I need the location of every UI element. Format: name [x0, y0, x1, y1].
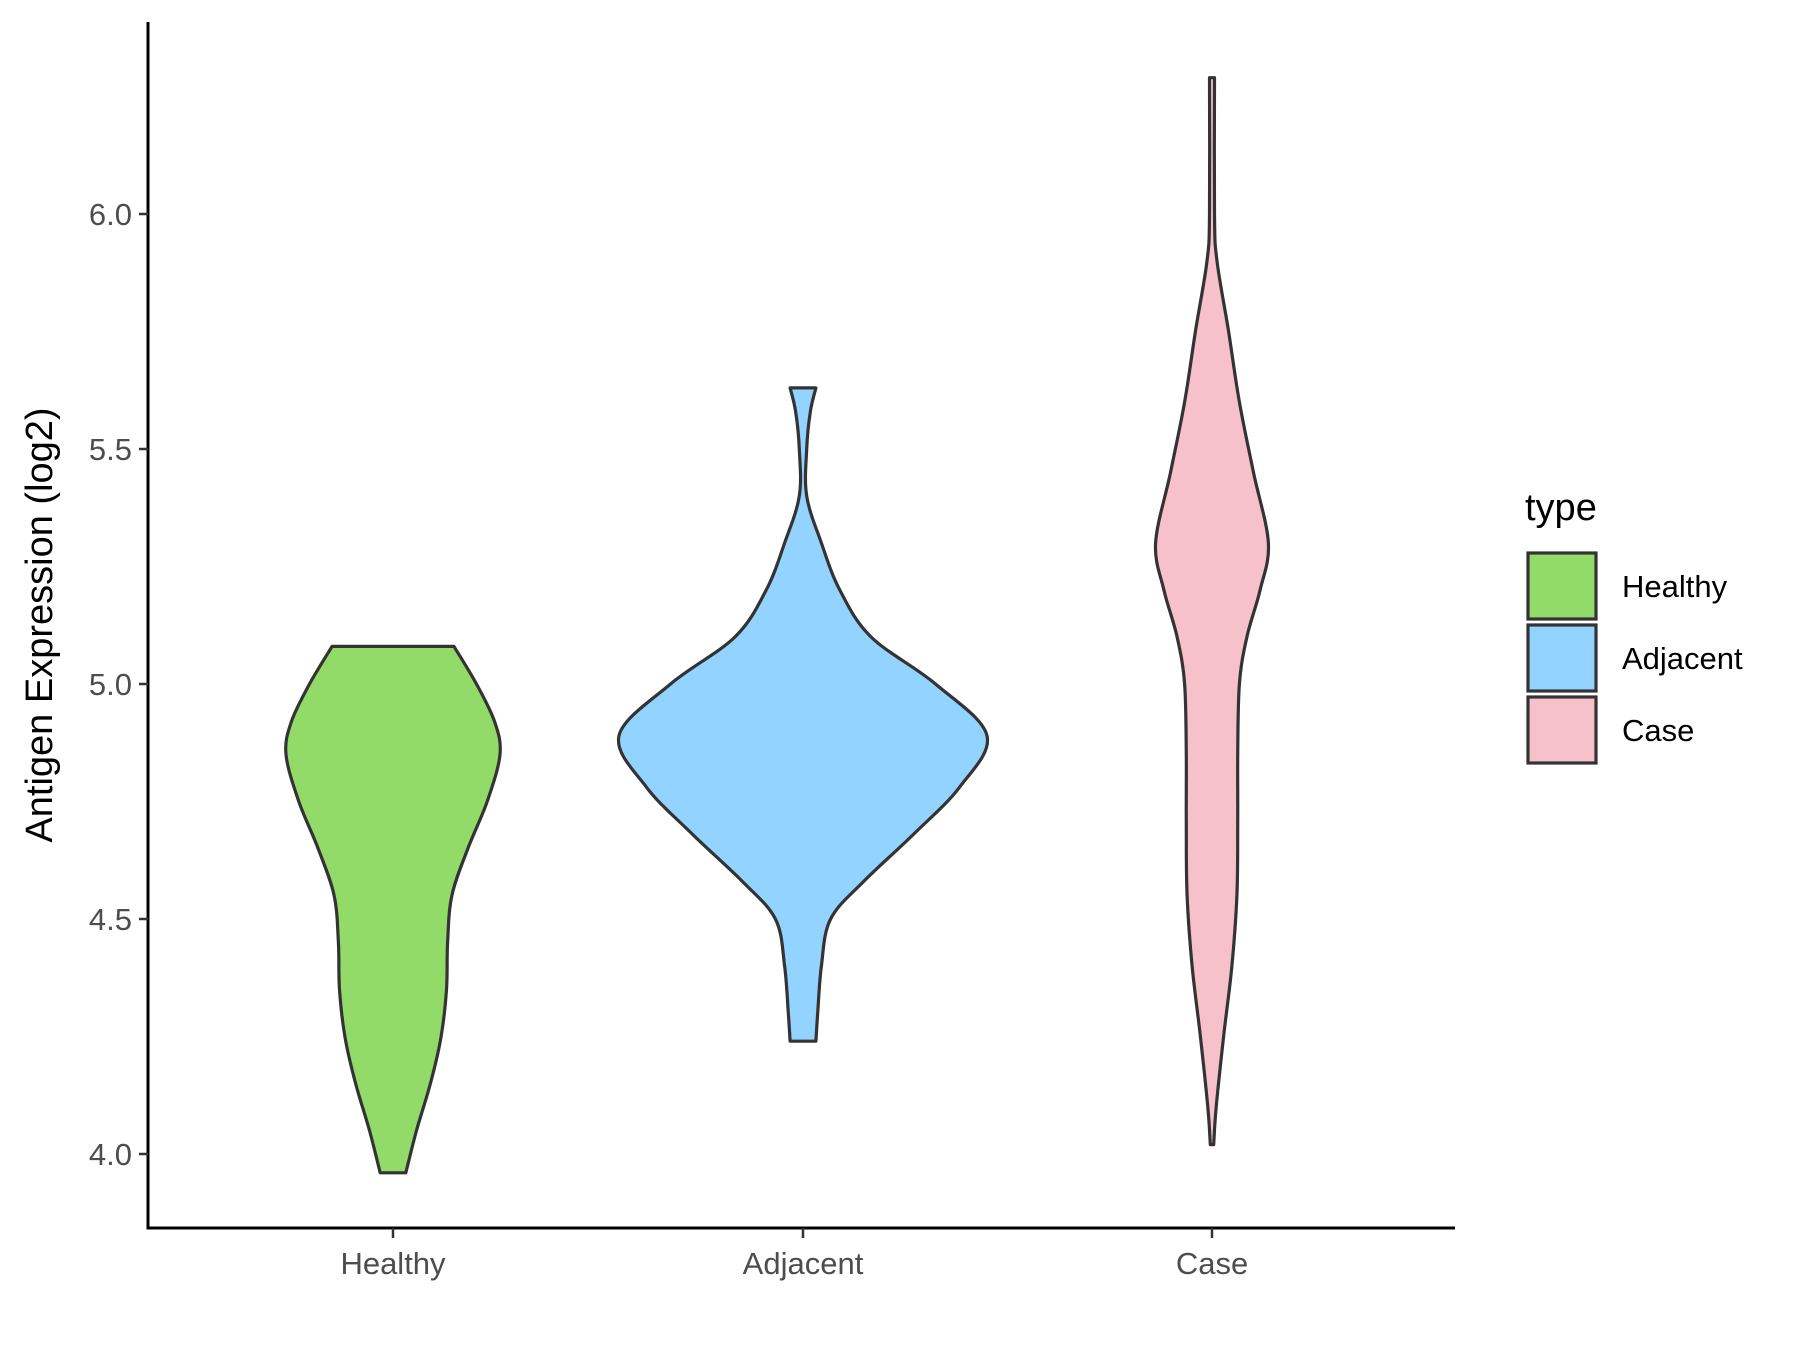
legend-label-adjacent: Adjacent: [1622, 641, 1743, 676]
y-tick-label: 5.5: [89, 432, 132, 467]
y-tick-label: 4.0: [89, 1137, 132, 1172]
legend: type Healthy Adjacent Case: [1525, 487, 1743, 765]
legend-key-healthy: [1526, 551, 1598, 621]
x-tick-label: Case: [1176, 1246, 1248, 1281]
legend-key-case: [1526, 695, 1598, 765]
violin-case: [1153, 76, 1271, 1147]
violin-healthy: [284, 644, 502, 1175]
axes-layer: 4.0 4.5 5.0 5.5 6.0 Healthy Adjacent Case: [89, 22, 1455, 1281]
y-tick-label: 5.0: [89, 667, 132, 702]
x-tick-label: Healthy: [340, 1246, 446, 1281]
x-tick-label: Adjacent: [743, 1246, 864, 1281]
y-axis-title: Antigen Expression (log2): [19, 407, 61, 842]
legend-key-adjacent: [1526, 623, 1598, 693]
legend-title: type: [1525, 487, 1597, 529]
y-tick-label: 6.0: [89, 197, 132, 232]
violin-layer: [284, 76, 1271, 1175]
violin-adjacent: [616, 386, 990, 1043]
legend-label-healthy: Healthy: [1622, 569, 1728, 604]
legend-label-case: Case: [1622, 713, 1694, 748]
y-tick-label: 4.5: [89, 902, 132, 937]
